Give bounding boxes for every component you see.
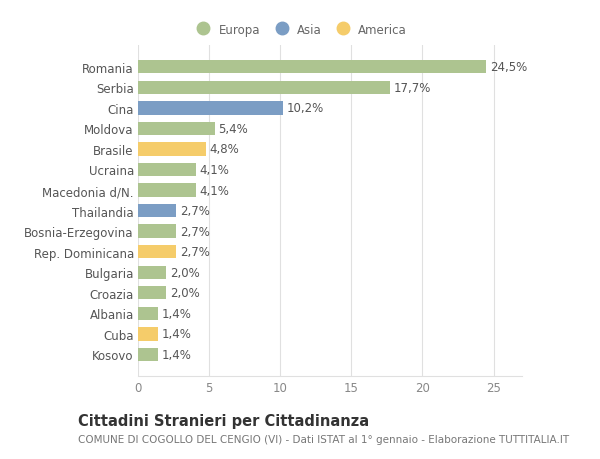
Text: 2,7%: 2,7% <box>180 246 210 258</box>
Text: 10,2%: 10,2% <box>287 102 324 115</box>
Text: 4,8%: 4,8% <box>210 143 239 156</box>
Text: 5,4%: 5,4% <box>218 123 248 135</box>
Bar <box>138 328 158 341</box>
Text: 4,1%: 4,1% <box>200 164 230 177</box>
Text: 2,7%: 2,7% <box>180 225 210 238</box>
Bar <box>138 123 215 136</box>
Text: COMUNE DI COGOLLO DEL CENGIO (VI) - Dati ISTAT al 1° gennaio - Elaborazione TUTT: COMUNE DI COGOLLO DEL CENGIO (VI) - Dati… <box>78 434 569 444</box>
Bar <box>138 266 166 280</box>
Text: Cittadini Stranieri per Cittadinanza: Cittadini Stranieri per Cittadinanza <box>78 413 369 428</box>
Text: 1,4%: 1,4% <box>161 328 191 341</box>
Bar <box>138 246 176 259</box>
Text: 17,7%: 17,7% <box>393 82 431 95</box>
Text: 2,0%: 2,0% <box>170 266 200 279</box>
Bar <box>138 81 390 95</box>
Text: 2,7%: 2,7% <box>180 205 210 218</box>
Bar <box>138 143 206 156</box>
Bar <box>138 348 158 361</box>
Text: 4,1%: 4,1% <box>200 184 230 197</box>
Text: 1,4%: 1,4% <box>161 307 191 320</box>
Bar <box>138 102 283 115</box>
Bar <box>138 61 487 74</box>
Text: 24,5%: 24,5% <box>490 61 527 74</box>
Bar <box>138 204 176 218</box>
Bar <box>138 184 196 197</box>
Text: 1,4%: 1,4% <box>161 348 191 361</box>
Bar <box>138 163 196 177</box>
Bar <box>138 286 166 300</box>
Text: 2,0%: 2,0% <box>170 287 200 300</box>
Bar <box>138 307 158 320</box>
Legend: Europa, Asia, America: Europa, Asia, America <box>187 19 412 41</box>
Bar <box>138 225 176 238</box>
